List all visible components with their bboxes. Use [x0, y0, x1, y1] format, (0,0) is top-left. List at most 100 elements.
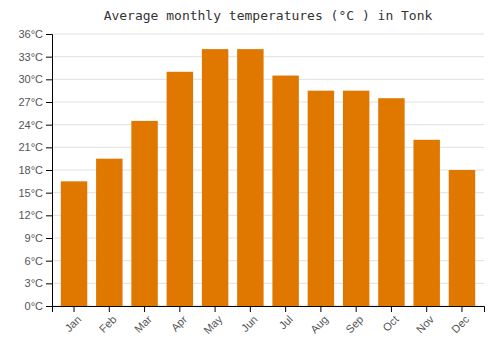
y-tick-mark — [46, 125, 52, 126]
grid-line — [52, 102, 484, 103]
y-tick: 21°C — [18, 141, 52, 153]
x-tick-label: Mar — [132, 313, 154, 335]
x-tick-label: May — [201, 313, 225, 337]
y-tick: 0°C — [25, 300, 52, 312]
x-tick: Jan — [62, 306, 83, 334]
bar — [167, 72, 193, 306]
x-axis-line — [53, 307, 485, 313]
y-tick: 15°C — [18, 187, 52, 199]
y-tick: 18°C — [18, 164, 52, 176]
x-tick-mark — [215, 306, 216, 312]
x-tick-mark — [320, 306, 321, 312]
y-tick-label: 36°C — [18, 28, 43, 40]
y-tick-mark — [46, 79, 52, 80]
bar — [61, 181, 87, 306]
x-tick-mark — [356, 306, 357, 312]
bar — [378, 98, 404, 306]
x-tick-label: Nov — [414, 313, 437, 336]
y-tick-mark — [46, 306, 52, 307]
bar — [96, 159, 122, 306]
bar — [413, 140, 439, 306]
bar — [449, 170, 475, 306]
y-tick-label: 9°C — [25, 232, 44, 244]
x-tick: Aug — [308, 306, 330, 335]
x-tick: May — [201, 306, 225, 336]
y-tick-mark — [46, 283, 52, 284]
y-tick: 6°C — [25, 255, 52, 267]
grid-line — [52, 124, 484, 125]
y-tick: 9°C — [25, 232, 52, 244]
x-tick-label: Jun — [239, 313, 260, 334]
x-tick: Jun — [239, 306, 260, 334]
y-tick-mark — [46, 102, 52, 103]
y-tick-label: 18°C — [18, 164, 43, 176]
y-axis-line — [46, 35, 53, 307]
x-tick-mark — [426, 306, 427, 312]
grid-line — [52, 34, 484, 35]
x-tick-mark — [391, 306, 392, 312]
grid-line — [52, 56, 484, 57]
bars — [61, 49, 475, 306]
chart: 0°C 3°C 6°C 9°C 12°C 15°C 18°C 21°C 24°C 27°C 30°C… — [0, 0, 500, 350]
grid — [52, 34, 484, 306]
x-tick-label: Jul — [277, 313, 295, 331]
y-tick-mark — [46, 57, 52, 58]
y-tick-mark — [46, 215, 52, 216]
x-tick-mark — [144, 306, 145, 312]
grid-line — [52, 79, 484, 80]
y-tick: 27°C — [18, 96, 52, 108]
x-tick: Feb — [97, 306, 119, 335]
x-tick-label: Aug — [308, 313, 330, 335]
x-tick-mark — [285, 306, 286, 312]
bar — [308, 91, 334, 306]
bar — [131, 121, 157, 306]
y-tick-mark — [46, 34, 52, 35]
bar — [343, 91, 369, 306]
x-tick-mark — [74, 306, 75, 312]
x-tick-label: Feb — [97, 313, 119, 335]
x-axis: Jan Feb Mar Apr May Jun Jul Aug Sep Oct Nov Dec — [53, 306, 485, 336]
x-tick-label: Apr — [169, 313, 190, 334]
y-tick-label: 12°C — [18, 209, 43, 221]
x-tick-label: Jan — [62, 313, 83, 334]
y-tick: 30°C — [18, 73, 52, 85]
y-tick-mark — [46, 238, 52, 239]
y-tick-mark — [46, 193, 52, 194]
y-tick: 36°C — [18, 28, 52, 40]
y-tick-label: 24°C — [18, 119, 43, 131]
x-tick: Apr — [169, 306, 190, 334]
plot: 0°C 3°C 6°C 9°C 12°C 15°C 18°C 21°C 24°C 27°C 30°C… — [18, 28, 484, 336]
x-tick-label: Dec — [449, 313, 472, 336]
y-tick-mark — [46, 170, 52, 171]
x-tick-mark — [250, 306, 251, 312]
x-tick: Mar — [132, 306, 154, 335]
bar — [237, 49, 263, 306]
x-tick-label: Sep — [343, 313, 365, 335]
y-tick: 3°C — [25, 277, 52, 289]
title: Average monthly temperatures (°C ) in To… — [104, 8, 433, 23]
y-tick: 33°C — [18, 51, 52, 63]
y-tick-label: 3°C — [25, 277, 44, 289]
x-tick-mark — [461, 306, 462, 312]
y-tick-label: 27°C — [18, 96, 43, 108]
y-tick: 24°C — [18, 119, 52, 131]
y-axis: 0°C 3°C 6°C 9°C 12°C 15°C 18°C 21°C 24°C 27°C 30°C… — [18, 28, 52, 312]
y-tick-label: 15°C — [18, 187, 43, 199]
y-tick-label: 6°C — [25, 255, 44, 267]
x-tick: Dec — [449, 306, 472, 335]
y-tick-label: 33°C — [18, 51, 43, 63]
y-tick-label: 21°C — [18, 141, 43, 153]
x-tick: Jul — [277, 306, 295, 332]
y-tick-mark — [46, 261, 52, 262]
y-tick-mark — [46, 147, 52, 148]
bar — [202, 49, 228, 306]
x-tick-mark — [109, 306, 110, 312]
y-tick-label: 30°C — [18, 73, 43, 85]
x-tick-mark — [179, 306, 180, 312]
y-tick-label: 0°C — [25, 300, 44, 312]
bar — [272, 76, 298, 306]
y-tick: 12°C — [18, 209, 52, 221]
x-tick: Oct — [380, 306, 401, 334]
x-tick: Nov — [414, 306, 437, 335]
x-tick-label: Oct — [380, 313, 401, 334]
